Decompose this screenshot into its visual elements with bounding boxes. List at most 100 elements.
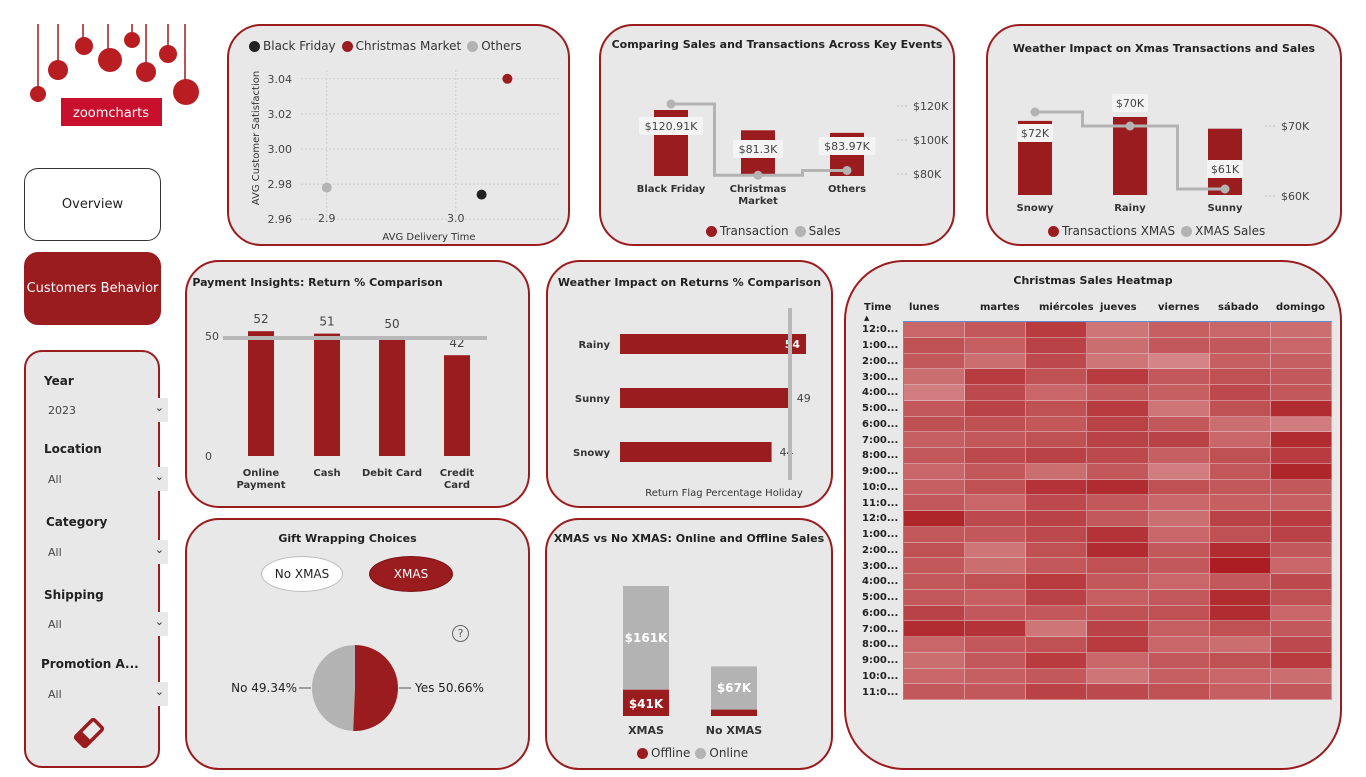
heatmap-cell [1087, 542, 1149, 559]
heatmap-cell [1270, 337, 1332, 354]
xmas-label: XMAS [393, 567, 429, 581]
heatmap-cell [1148, 526, 1210, 543]
shipping-dropdown[interactable]: All ⌄ [44, 612, 168, 636]
heatmap-cell [904, 322, 966, 338]
legend-dot [341, 40, 353, 52]
heatmap-cell [1270, 322, 1332, 338]
sales-point [1125, 121, 1135, 131]
heatmap-cell [1209, 511, 1271, 527]
heatmap-cell [965, 526, 1027, 543]
legend-dot [1181, 225, 1193, 237]
heatmap-day-header: lunes [909, 302, 940, 313]
heatmap-cell [1209, 589, 1271, 606]
heatmap-time-label: 2:00... [862, 544, 899, 556]
legend-dot [249, 40, 260, 52]
pie-slice-no [312, 645, 355, 731]
heatmap-cell [1209, 605, 1271, 622]
bar [620, 334, 806, 354]
heatmap-cell [965, 668, 1027, 685]
heatmap-cell [1026, 684, 1088, 700]
chevron-down-icon: ⌄ [154, 685, 164, 698]
heatmap-day-header: sábado [1218, 302, 1259, 313]
heatmap-cell [1087, 684, 1149, 700]
heatmap-cell [1148, 353, 1210, 370]
no-xmas-toggle[interactable]: No XMAS [261, 556, 343, 592]
heatmap-time-label: 6:00... [862, 418, 899, 430]
customers-behavior-button[interactable]: Customers Behavior [24, 252, 161, 325]
heatmap-cell [965, 542, 1027, 559]
promotion-dropdown[interactable]: All ⌄ [44, 682, 168, 706]
data-label: $81.3K [739, 143, 778, 156]
heatmap-time-label: 5:00... [862, 592, 899, 604]
heatmap-cell [1209, 637, 1271, 653]
heatmap-cell [1026, 574, 1088, 590]
heatmap-cell [1209, 621, 1271, 637]
data-label-bg [1207, 160, 1243, 178]
data-label: 50 [384, 317, 399, 331]
heatmap-cell [1026, 652, 1088, 669]
gift-pie: No 49.34% Yes 50.66% [231, 645, 484, 731]
category-label: Debit Card [362, 468, 422, 479]
heatmap-time-label: 10:0... [862, 481, 899, 493]
help-glyph: ? [457, 627, 464, 640]
eraser-icon[interactable] [72, 716, 106, 750]
location-dropdown[interactable]: All ⌄ [44, 467, 168, 491]
gift-card: Gift Wrapping Choices No XMAS XMAS ? No … [185, 518, 530, 770]
category-label: Rainy [578, 340, 610, 351]
heatmap-cell [1026, 589, 1088, 606]
category-dropdown[interactable]: All ⌄ [44, 540, 168, 564]
heatmap-cell [965, 369, 1027, 385]
xmas-toggle[interactable]: XMAS [369, 556, 453, 592]
heatmap-cell [904, 448, 966, 464]
customers-behavior-label: Customers Behavior [26, 281, 159, 296]
heatmap-cell [1148, 322, 1210, 338]
heatmap-cell [1209, 574, 1271, 590]
overview-button[interactable]: Overview [24, 168, 161, 241]
heatmap-cell [904, 400, 966, 417]
bar [314, 333, 340, 456]
heatmap-title: Christmas Sales Heatmap [1013, 274, 1173, 287]
heatmap-cell [1209, 369, 1271, 385]
heatmap-cell [1026, 542, 1088, 559]
heatmap-cell [965, 463, 1027, 480]
heatmap-cell [1026, 621, 1088, 637]
data-label-bg [639, 117, 703, 135]
help-icon[interactable]: ? [452, 625, 469, 642]
year-dropdown[interactable]: 2023 ⌄ [44, 398, 168, 422]
heatmap-cell [965, 322, 1027, 338]
xmas-online-card: XMAS vs No XMAS: Online and Offline Sale… [545, 518, 833, 770]
heatmap-cell [965, 574, 1027, 590]
data-label: $72K [1021, 127, 1050, 140]
heatmap-cell [904, 337, 966, 354]
heatmap-cell [1270, 369, 1332, 385]
y-tick-label: 2.98 [268, 178, 293, 191]
heatmap-cell [1148, 652, 1210, 669]
data-label: $70K [1116, 97, 1145, 110]
heatmap-time-label: 3:00... [862, 560, 899, 572]
heatmap-cell [904, 605, 966, 622]
heatmap-cell [1087, 353, 1149, 370]
heatmap-cell [904, 369, 966, 385]
heatmap-cell [1148, 511, 1210, 527]
legend-dot [706, 225, 717, 237]
bar [248, 331, 274, 456]
year-value: 2023 [48, 403, 76, 417]
heatmap-cell [1270, 385, 1332, 401]
heatmap-day-header: jueves [1100, 302, 1137, 313]
category-label: Sunny [575, 394, 611, 405]
heatmap-cell [904, 479, 966, 496]
time-header[interactable]: Time [864, 302, 892, 313]
legend-dot [794, 225, 806, 237]
sort-asc-icon: ▲ [864, 314, 870, 322]
heatmap-cell [1087, 574, 1149, 590]
heatmap-cell [1087, 621, 1149, 637]
heatmap-cell [1209, 337, 1271, 354]
category-label: Online [243, 468, 280, 479]
legend-label: Black Friday [263, 39, 336, 53]
heatmap-cell [1270, 448, 1332, 464]
heatmap-cell [965, 684, 1027, 700]
heatmap-cell [1087, 511, 1149, 527]
scatter-plot: 3.04 3.02 3.00 2.98 2.96 2.9 3.0 AVG Delivery T… [251, 70, 559, 243]
data-label-bg [1017, 124, 1053, 142]
